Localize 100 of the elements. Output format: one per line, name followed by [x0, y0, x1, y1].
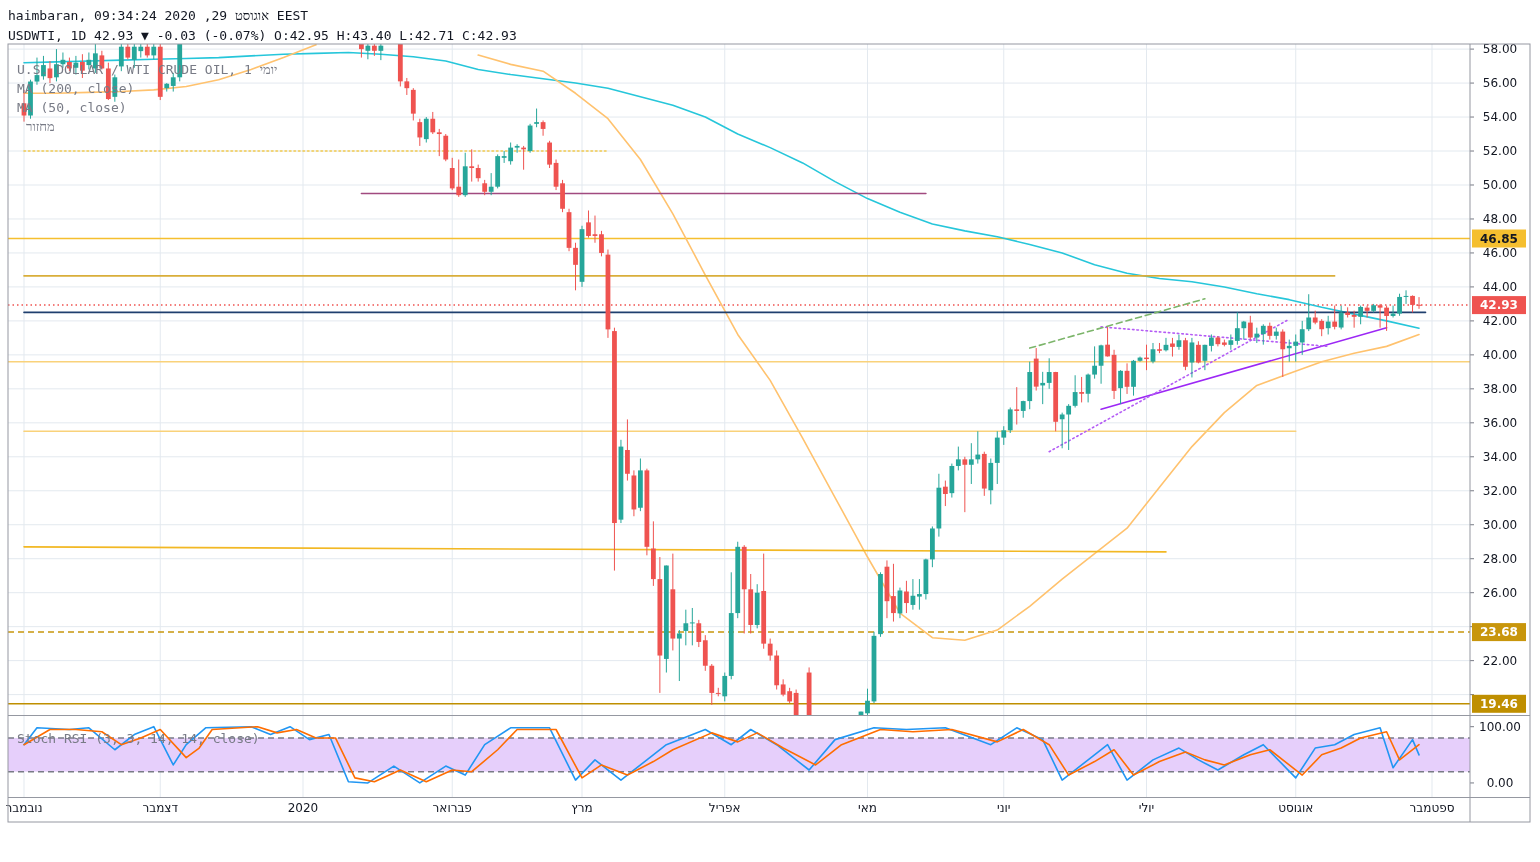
candlestick — [767, 638, 773, 662]
candlestick — [917, 578, 922, 611]
candlestick — [962, 456, 968, 513]
candlestick — [1397, 293, 1402, 317]
ref-line-label: 19.46 — [1480, 696, 1518, 711]
candlestick — [676, 629, 682, 682]
y-tick-label: 100.00 — [1479, 719, 1521, 734]
candlestick — [1247, 315, 1253, 341]
candlestick — [722, 672, 728, 702]
ref-line-label: 23.68 — [1480, 625, 1518, 640]
y-tick-label: 28.00 — [1482, 551, 1518, 566]
y-tick-label: 46.00 — [1482, 246, 1518, 261]
candlestick — [430, 111, 436, 135]
candlestick — [365, 44, 371, 60]
candlestick — [683, 609, 689, 646]
candlestick — [1228, 333, 1234, 351]
candlestick — [968, 442, 974, 485]
candlestick — [942, 480, 948, 507]
candlestick — [891, 563, 896, 623]
y-tick-label: 32.00 — [1482, 483, 1518, 498]
candlestick — [1260, 323, 1266, 346]
x-tick-label: נובמבר — [5, 801, 43, 815]
y-tick-label: 58.00 — [1482, 42, 1518, 57]
candlestick — [1079, 376, 1085, 403]
candlestick — [443, 133, 449, 162]
candlestick — [904, 580, 909, 614]
candlestick — [625, 418, 630, 482]
chart-title: haimbaran, אוגוסט 29, 2020 09:34:24 EEST — [8, 8, 309, 23]
candlestick — [1001, 425, 1007, 446]
candlestick — [1085, 373, 1091, 403]
annotation: MA (50, close) — [17, 100, 127, 115]
candlestick — [378, 44, 384, 61]
candlestick — [1072, 374, 1078, 409]
candlestick — [1014, 386, 1020, 426]
candlestick — [1234, 311, 1240, 346]
candlestick — [1286, 339, 1292, 363]
y-tick-label: 56.00 — [1482, 76, 1518, 91]
candlestick — [1118, 369, 1123, 405]
y-tick-label: 0.00 — [1486, 776, 1514, 791]
ref-line-label: 46.85 — [1480, 231, 1518, 246]
candlestick — [1280, 328, 1286, 378]
candlestick — [1299, 320, 1305, 356]
candlestick — [1046, 357, 1052, 390]
y-tick-label: 54.00 — [1482, 110, 1518, 125]
y-tick-label: 30.00 — [1482, 517, 1518, 532]
candlestick — [1170, 337, 1175, 358]
x-tick-label: פברואר — [432, 801, 472, 815]
x-tick-label: אוגוסט — [1278, 801, 1314, 815]
candlestick — [696, 619, 702, 648]
candlestick — [436, 128, 442, 157]
x-tick-label: יוני — [997, 801, 1011, 815]
y-tick-label: 42.00 — [1482, 314, 1518, 329]
x-tick-label: דצמבר — [142, 801, 179, 815]
x-tick-label: מאי — [858, 801, 877, 815]
candlestick — [1241, 320, 1247, 341]
candlestick — [793, 689, 799, 715]
candlestick — [170, 72, 176, 93]
ref-line-label: 42.93 — [1480, 298, 1518, 313]
candlestick — [599, 230, 604, 257]
x-tick-label: יולי — [1138, 801, 1155, 815]
candlestick — [1293, 333, 1299, 363]
candlestick — [1105, 326, 1110, 358]
candlestick — [1338, 305, 1344, 330]
candlestick — [955, 446, 961, 471]
x-tick-label: 2020 — [287, 801, 319, 815]
candlestick — [592, 215, 598, 244]
text: USDWTI, 1D 42.93 ▼ -0.03 (-0.07%) O:42.95 H:43.40 L:42.71 C:42.93 — [8, 28, 517, 43]
y-tick-label: 52.00 — [1482, 144, 1518, 159]
candlestick — [586, 209, 591, 239]
y-tick-label: 40.00 — [1482, 348, 1518, 363]
annotation: מחזור — [26, 119, 56, 134]
candlestick — [1325, 315, 1331, 335]
y-tick-label: 50.00 — [1482, 178, 1518, 193]
candlestick — [534, 108, 539, 128]
candlestick — [1306, 293, 1312, 332]
y-tick-label: 36.00 — [1482, 416, 1518, 431]
x-tick-label: ספטמבר — [1409, 801, 1455, 815]
y-tick-label: 34.00 — [1482, 449, 1518, 464]
candlestick — [1059, 412, 1065, 449]
x-tick-label: אפריל — [708, 801, 741, 815]
y-tick-label: 44.00 — [1482, 280, 1518, 295]
y-tick-label: 26.00 — [1482, 585, 1518, 600]
y-tick-label: 48.00 — [1482, 212, 1518, 227]
line-series — [477, 54, 1420, 642]
y-tick-label: 38.00 — [1482, 382, 1518, 397]
candlestick — [547, 140, 552, 169]
candlestick — [1092, 345, 1097, 380]
x-tick-label: מרץ — [571, 801, 593, 815]
candlestick — [1358, 305, 1364, 325]
candlestick — [469, 148, 475, 183]
y-tick-label: 22.00 — [1482, 653, 1518, 668]
candlestick — [514, 143, 520, 154]
candlestick — [1066, 403, 1072, 451]
candlestick — [417, 118, 423, 147]
candlestick — [865, 688, 870, 715]
candlestick — [423, 116, 429, 144]
candlestick — [573, 242, 578, 291]
candlestick — [410, 87, 416, 121]
candlestick — [1332, 305, 1338, 330]
candlestick — [689, 607, 695, 646]
